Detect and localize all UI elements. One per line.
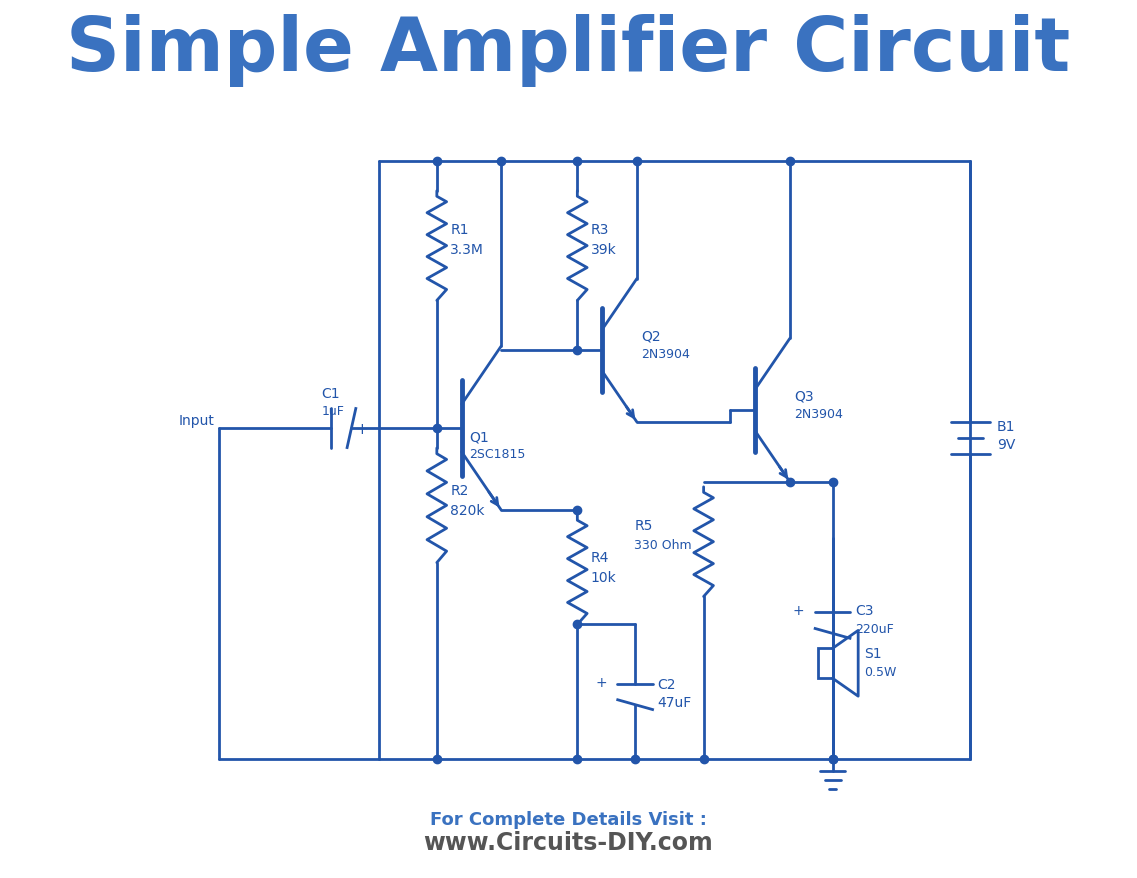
Text: +: + xyxy=(595,675,607,689)
Text: 39k: 39k xyxy=(591,242,616,256)
Text: R2: R2 xyxy=(450,483,468,497)
Text: B1: B1 xyxy=(997,420,1015,434)
Text: For Complete Details Visit :: For Complete Details Visit : xyxy=(430,810,707,828)
Bar xyxy=(819,649,832,679)
Text: 2SC1815: 2SC1815 xyxy=(468,448,525,461)
Text: R4: R4 xyxy=(591,550,609,564)
Text: 10k: 10k xyxy=(591,570,616,584)
Text: 2N3904: 2N3904 xyxy=(795,407,844,420)
Text: 820k: 820k xyxy=(450,503,484,517)
Text: 9V: 9V xyxy=(997,437,1015,451)
Text: Q2: Q2 xyxy=(641,329,661,343)
Text: Input: Input xyxy=(179,414,215,428)
Text: S1: S1 xyxy=(864,646,881,660)
Text: C3: C3 xyxy=(855,604,873,618)
Text: 3.3M: 3.3M xyxy=(450,242,484,256)
Text: www.Circuits-DIY.com: www.Circuits-DIY.com xyxy=(424,830,713,853)
Text: C2: C2 xyxy=(657,677,675,691)
Text: C1: C1 xyxy=(322,386,340,400)
Text: Q3: Q3 xyxy=(795,389,814,403)
Text: +: + xyxy=(355,421,367,436)
Text: Q1: Q1 xyxy=(468,429,489,443)
Text: R5: R5 xyxy=(634,518,653,532)
Text: 1uF: 1uF xyxy=(322,404,345,417)
Text: +: + xyxy=(792,604,804,618)
Text: Simple Amplifier Circuit: Simple Amplifier Circuit xyxy=(66,14,1071,87)
Text: R1: R1 xyxy=(450,222,468,236)
Text: R3: R3 xyxy=(591,222,609,236)
Text: 47uF: 47uF xyxy=(657,694,691,709)
Text: 0.5W: 0.5W xyxy=(864,665,896,678)
Text: 220uF: 220uF xyxy=(855,623,894,635)
Text: 330 Ohm: 330 Ohm xyxy=(634,538,692,551)
Text: 2N3904: 2N3904 xyxy=(641,348,690,360)
